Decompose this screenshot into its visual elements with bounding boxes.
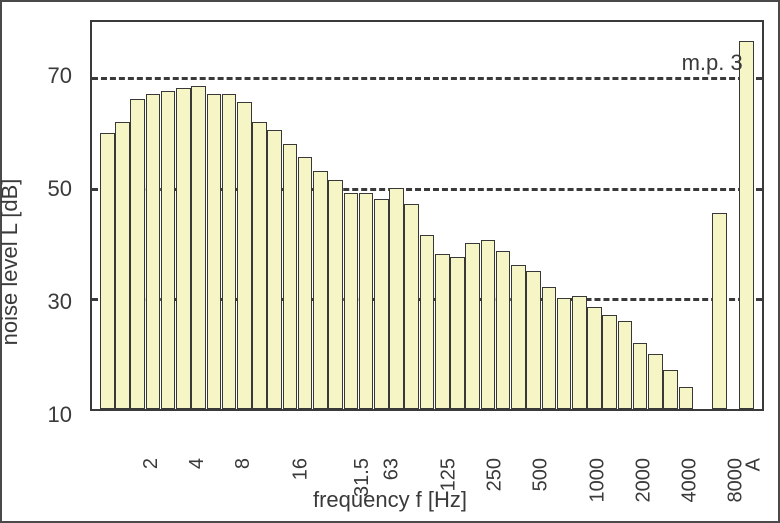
freq-bar (359, 193, 374, 409)
freq-bar (618, 321, 633, 409)
chart-container: noise level L [dB] frequency f [Hz] 10 30… (0, 0, 780, 523)
freq-bar (176, 88, 191, 409)
freq-bar (130, 99, 145, 409)
y-ticks: 10 30 50 70 (40, 2, 80, 521)
freq-bar (100, 133, 115, 409)
weighting-bar-a (712, 213, 727, 409)
x-axis-label: frequency f [Hz] (2, 487, 778, 513)
x-tick: A (742, 458, 765, 471)
freq-bar (374, 199, 389, 409)
bars-layer (92, 22, 762, 409)
freq-bar (207, 94, 222, 409)
freq-bar (496, 251, 511, 409)
chart-annotation: m.p. 3 (682, 50, 743, 76)
freq-bar (435, 254, 450, 409)
x-tick: 16 (289, 458, 312, 480)
freq-bar (420, 235, 435, 409)
freq-bar (404, 204, 419, 409)
x-tick: 2000 (633, 458, 656, 503)
freq-bar (283, 144, 298, 409)
freq-bar (191, 86, 206, 409)
freq-bar (252, 122, 267, 409)
x-tick: 1000 (587, 458, 610, 503)
freq-bar (511, 265, 526, 409)
freq-bar (648, 354, 663, 409)
y-tick: 50 (48, 176, 72, 202)
freq-bar (450, 257, 465, 409)
freq-bar (237, 102, 252, 409)
freq-bar (663, 370, 678, 409)
freq-bar (572, 296, 587, 409)
y-tick: 30 (48, 289, 72, 315)
y-tick: 70 (48, 63, 72, 89)
freq-bar (344, 193, 359, 409)
freq-bar (481, 240, 496, 409)
freq-bar (557, 298, 572, 409)
x-tick: 63 (381, 458, 404, 480)
freq-bar (526, 271, 541, 409)
x-tick: 8 (232, 458, 255, 469)
y-axis-label: noise level L [dB] (0, 178, 23, 345)
freq-bar (389, 188, 404, 409)
y-tick: 10 (48, 402, 72, 428)
freq-bar (146, 94, 161, 409)
x-tick: 4000 (679, 458, 702, 503)
x-tick: 250 (484, 458, 507, 491)
freq-bar (298, 157, 313, 409)
freq-bar (587, 307, 602, 409)
freq-bar (115, 122, 130, 409)
x-tick: 125 (438, 458, 461, 491)
x-tick: 2 (140, 458, 163, 469)
weighting-bar-lin (739, 41, 754, 409)
freq-bar (313, 171, 328, 409)
x-tick: 31.5 (351, 458, 374, 497)
freq-bar (328, 180, 343, 409)
freq-bar (602, 315, 617, 409)
freq-bar (679, 387, 694, 409)
freq-bar (633, 343, 648, 409)
freq-bar (222, 94, 237, 409)
freq-bar (542, 287, 557, 409)
freq-bar (161, 91, 176, 409)
freq-bar (267, 130, 282, 409)
x-ticks: 2481631.5631252505001000200040008000ALin (90, 411, 764, 481)
x-tick: 500 (530, 458, 553, 491)
plot-area: m.p. 3 (90, 20, 764, 411)
freq-bar (465, 243, 480, 409)
x-tick: 4 (186, 458, 209, 469)
